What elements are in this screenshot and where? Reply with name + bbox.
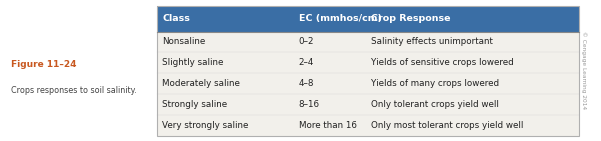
Text: More than 16: More than 16 bbox=[299, 121, 356, 130]
Bar bbox=[157, 6, 579, 32]
Text: Salinity effects unimportant: Salinity effects unimportant bbox=[371, 38, 493, 47]
Text: © Cengage Learning 2014: © Cengage Learning 2014 bbox=[581, 31, 587, 110]
Text: Class: Class bbox=[162, 14, 190, 23]
Text: Moderately saline: Moderately saline bbox=[162, 79, 240, 88]
Text: EC (mmhos/cm): EC (mmhos/cm) bbox=[299, 14, 382, 23]
Text: Crop Response: Crop Response bbox=[371, 14, 451, 23]
Text: Crops responses to soil salinity.: Crops responses to soil salinity. bbox=[11, 86, 136, 95]
Text: 8–16: 8–16 bbox=[299, 100, 320, 109]
Text: Yields of many crops lowered: Yields of many crops lowered bbox=[371, 79, 499, 88]
Text: Nonsaline: Nonsaline bbox=[162, 38, 206, 47]
Text: 4–8: 4–8 bbox=[299, 79, 314, 88]
Text: Very strongly saline: Very strongly saline bbox=[162, 121, 249, 130]
Text: Yields of sensitive crops lowered: Yields of sensitive crops lowered bbox=[371, 58, 514, 67]
Text: Figure 11–24: Figure 11–24 bbox=[11, 60, 76, 69]
Text: Only tolerant crops yield well: Only tolerant crops yield well bbox=[371, 100, 499, 109]
Text: 0–2: 0–2 bbox=[299, 38, 314, 47]
Text: Only most tolerant crops yield well: Only most tolerant crops yield well bbox=[371, 121, 524, 130]
Bar bbox=[157, 6, 579, 136]
Bar bbox=[157, 32, 579, 136]
Text: Slightly saline: Slightly saline bbox=[162, 58, 224, 67]
Text: Strongly saline: Strongly saline bbox=[162, 100, 227, 109]
Text: 2–4: 2–4 bbox=[299, 58, 314, 67]
